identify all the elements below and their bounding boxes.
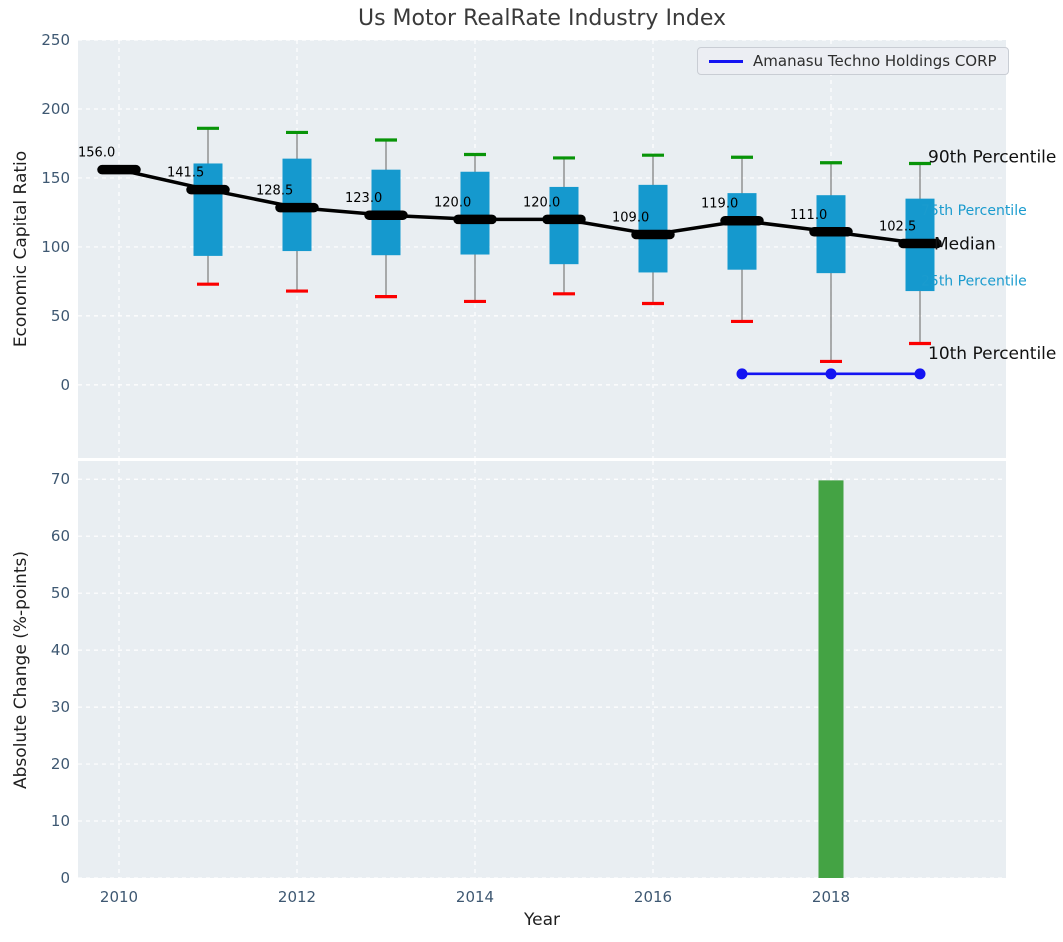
median-value-label-2016: 109.0 <box>612 211 649 226</box>
bottom-ytick-label: 40 <box>51 641 70 659</box>
median-value-label-2012: 128.5 <box>256 184 293 199</box>
median-value-label-2018: 111.0 <box>790 208 827 223</box>
bottom-ytick-label: 20 <box>51 755 70 773</box>
median-value-label-2010: 156.0 <box>78 146 115 161</box>
xtick-label: 2010 <box>100 888 138 906</box>
percentile-label-75th-percentile: 75th Percentile <box>921 203 1027 219</box>
median-connector <box>118 167 921 246</box>
median-value-label-2019: 102.5 <box>879 219 916 234</box>
company-point-2017 <box>736 368 748 380</box>
chart-title: Us Motor RealRate Industry Index <box>357 6 727 31</box>
bottom-ytick-label: 10 <box>51 812 70 830</box>
xtick-label: 2012 <box>278 888 316 906</box>
median-value-label-2015: 120.0 <box>523 195 560 210</box>
xtick-label: 2018 <box>812 888 850 906</box>
plot-background-bottom <box>78 461 1006 878</box>
legend-label: Amanasu Techno Holdings CORP <box>753 52 997 70</box>
bottom-ytick-label: 0 <box>60 869 70 887</box>
percentile-label-median: Median <box>934 234 996 254</box>
top-ytick-label: 0 <box>60 376 70 394</box>
legend-line-sample <box>709 59 743 63</box>
top-ytick-label: 50 <box>51 307 70 325</box>
x-axis-label: Year <box>524 910 560 930</box>
iqr-box-2014 <box>460 171 490 255</box>
percentile-label-25th-percentile: 25th Percentile <box>921 273 1027 289</box>
median-value-label-2017: 119.0 <box>701 197 738 212</box>
percentile-label-10th-percentile: 10th Percentile <box>928 344 1056 364</box>
bottom-ytick-label: 50 <box>51 584 70 602</box>
iqr-box-2017 <box>727 193 757 270</box>
company-point-2018 <box>825 368 837 380</box>
iqr-box-2015 <box>549 186 579 265</box>
legend: Amanasu Techno Holdings CORP <box>697 47 1009 75</box>
bottom-ytick-label: 30 <box>51 698 70 716</box>
xtick-label: 2016 <box>634 888 672 906</box>
bar-2018 <box>818 480 844 878</box>
company-point-2019 <box>914 368 926 380</box>
bottom-ytick-label: 60 <box>51 527 70 545</box>
iqr-box-2016 <box>638 184 668 273</box>
top-ytick-label: 150 <box>41 169 70 187</box>
top-ytick-label: 100 <box>41 238 70 256</box>
top-ytick-label: 250 <box>41 31 70 49</box>
iqr-box-2011 <box>193 163 223 256</box>
top-y-axis-label: Economic Capital Ratio <box>11 150 31 348</box>
bottom-ytick-label: 70 <box>51 470 70 488</box>
bottom-y-axis-label: Absolute Change (%-points) <box>11 551 31 789</box>
median-value-label-2011: 141.5 <box>167 166 204 181</box>
median-value-label-2013: 123.0 <box>345 191 382 206</box>
top-ytick-label: 200 <box>41 100 70 118</box>
percentile-label-90th-percentile: 90th Percentile <box>928 148 1056 168</box>
median-value-label-2014: 120.0 <box>434 195 471 210</box>
xtick-label: 2014 <box>456 888 494 906</box>
plot-background-top <box>78 40 1006 458</box>
